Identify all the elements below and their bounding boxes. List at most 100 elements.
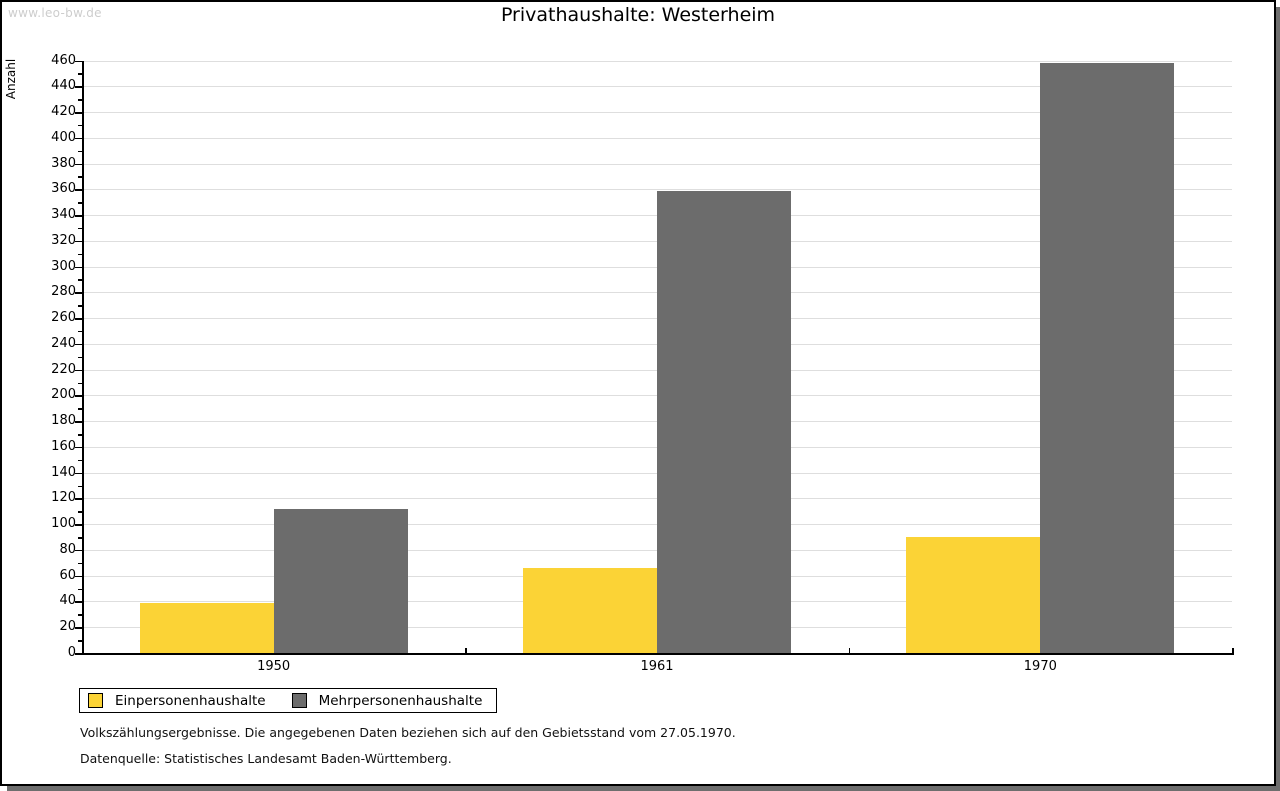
x-axis-line xyxy=(81,653,1234,655)
y-major-tick-420 xyxy=(75,112,82,114)
y-major-tick-160 xyxy=(75,446,82,449)
y-minor-tick-150 xyxy=(78,459,82,462)
bar-mehrpersonenhaushalte-1970 xyxy=(1040,63,1175,653)
y-minor-tick-190 xyxy=(78,408,82,410)
y-tick-label-260: 260 xyxy=(51,310,76,326)
y-minor-tick-230 xyxy=(78,356,82,359)
y-minor-tick-70 xyxy=(78,562,82,565)
y-minor-tick-370 xyxy=(78,176,82,178)
y-major-tick-100 xyxy=(75,524,82,526)
x-boundary-tick-1 xyxy=(465,648,467,653)
y-major-tick-300 xyxy=(75,266,82,269)
y-minor-tick-350 xyxy=(78,202,82,204)
y-tick-label-0: 0 xyxy=(67,645,76,660)
y-major-tick-260 xyxy=(75,318,82,320)
y-tick-label-320: 320 xyxy=(51,232,76,248)
y-minor-tick-110 xyxy=(78,511,82,513)
y-major-tick-440 xyxy=(75,86,82,88)
y-tick-label-80: 80 xyxy=(59,541,76,557)
legend-label: Einpersonenhaushalte xyxy=(115,692,266,709)
y-major-tick-380 xyxy=(75,163,82,166)
y-major-tick-140 xyxy=(75,472,82,475)
y-tick-label-160: 160 xyxy=(51,438,76,454)
legend-item-einpersonenhaushalte: Einpersonenhaushalte xyxy=(88,693,266,709)
y-major-tick-320 xyxy=(75,240,82,243)
bar-einpersonenhaushalte-1961 xyxy=(523,567,657,653)
footnote-source-note: Volkszählungsergebnisse. Die angegebenen… xyxy=(80,725,736,740)
y-tick-label-380: 380 xyxy=(51,155,76,171)
y-minor-tick-30 xyxy=(78,614,82,616)
y-tick-label-20: 20 xyxy=(59,619,76,635)
y-minor-tick-50 xyxy=(78,588,82,591)
y-tick-label-440: 440 xyxy=(51,78,76,94)
y-major-tick-20 xyxy=(75,627,82,629)
y-major-tick-120 xyxy=(75,498,82,500)
y-tick-label-100: 100 xyxy=(51,516,76,532)
legend: Einpersonenhaushalte Mehrpersonenhaushal… xyxy=(79,688,498,713)
x-boundary-tick-0 xyxy=(82,648,84,653)
y-major-tick-240 xyxy=(75,343,82,346)
y-tick-label-300: 300 xyxy=(51,258,76,274)
y-minor-tick-450 xyxy=(78,73,82,75)
y-major-tick-80 xyxy=(75,549,82,552)
y-minor-tick-10 xyxy=(78,640,82,642)
gridline-y-380 xyxy=(82,163,1232,165)
footnote-data-source: Datenquelle: Statistisches Landesamt Bad… xyxy=(80,751,452,766)
bar-mehrpersonenhaushalte-1961 xyxy=(657,190,791,653)
y-major-tick-180 xyxy=(75,421,82,423)
y-tick-label-200: 200 xyxy=(51,387,76,403)
chart-title: Privathaushalte: Westerheim xyxy=(500,4,776,26)
y-tick-label-460: 460 xyxy=(51,52,76,68)
y-major-tick-0 xyxy=(75,653,82,655)
y-major-tick-280 xyxy=(75,292,82,294)
y-major-tick-200 xyxy=(75,395,82,397)
y-minor-tick-290 xyxy=(78,279,82,281)
y-tick-label-220: 220 xyxy=(51,361,76,377)
legend-swatch-yellow xyxy=(88,693,103,708)
y-tick-label-360: 360 xyxy=(51,181,76,197)
y-minor-tick-210 xyxy=(78,382,82,384)
y-minor-tick-90 xyxy=(78,537,82,539)
y-minor-tick-270 xyxy=(78,305,82,307)
y-tick-label-340: 340 xyxy=(51,207,76,223)
bar-einpersonenhaushalte-1970 xyxy=(906,537,1041,653)
x-boundary-tick-3 xyxy=(1232,648,1234,653)
y-tick-label-280: 280 xyxy=(51,284,76,300)
y-minor-tick-250 xyxy=(78,330,82,333)
y-major-tick-340 xyxy=(75,215,82,217)
y-tick-label-140: 140 xyxy=(51,464,76,480)
y-tick-label-60: 60 xyxy=(59,567,76,583)
x-category-label-1950: 1950 xyxy=(257,659,291,674)
y-major-tick-400 xyxy=(75,137,82,140)
y-minor-tick-330 xyxy=(78,227,82,230)
gridline-y-420 xyxy=(82,112,1232,114)
y-major-tick-40 xyxy=(75,601,82,603)
y-major-tick-220 xyxy=(75,369,82,372)
watermark-url: www.leo-bw.de xyxy=(8,6,102,20)
y-minor-tick-390 xyxy=(78,150,82,153)
gridline-y-360 xyxy=(82,189,1232,191)
y-minor-tick-310 xyxy=(78,253,82,256)
legend-swatch-gray xyxy=(291,693,307,708)
y-tick-label-240: 240 xyxy=(51,335,76,351)
y-tick-label-400: 400 xyxy=(51,129,76,145)
gridline-y-400 xyxy=(82,137,1232,139)
y-tick-label-120: 120 xyxy=(51,490,76,506)
bar-einpersonenhaushalte-1950 xyxy=(139,602,274,653)
y-minor-tick-130 xyxy=(78,485,82,488)
x-category-label-1970: 1970 xyxy=(1023,659,1057,674)
y-axis-line xyxy=(82,60,84,655)
y-minor-tick-170 xyxy=(78,434,82,436)
legend-item-mehrpersonenhaushalte: Mehrpersonenhaushalte xyxy=(291,692,483,709)
y-minor-tick-410 xyxy=(78,124,82,127)
x-boundary-tick-2 xyxy=(848,648,851,653)
y-major-tick-60 xyxy=(75,575,82,578)
y-tick-label-420: 420 xyxy=(51,104,76,120)
x-category-label-1961: 1961 xyxy=(640,659,674,674)
y-tick-label-40: 40 xyxy=(59,593,76,609)
legend-label: Mehrpersonenhaushalte xyxy=(318,692,483,709)
y-tick-label-180: 180 xyxy=(51,413,76,429)
gridline-y-460 xyxy=(82,60,1232,62)
